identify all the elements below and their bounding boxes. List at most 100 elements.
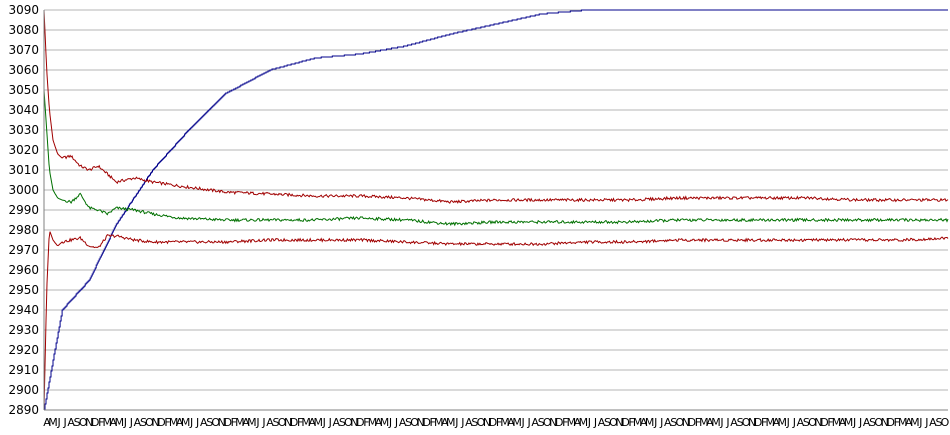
x-tick-label: F [496, 416, 502, 429]
x-tick-label: J [719, 416, 723, 429]
x-tick-label: N [218, 416, 226, 429]
x-tick-label: A [375, 416, 383, 429]
x-tick-label: A [929, 416, 937, 429]
x-tick-label: S [935, 416, 942, 429]
x-tick-label: N [483, 416, 491, 429]
x-tick-label: J [388, 416, 392, 429]
x-tick-label: A [664, 416, 672, 429]
x-tick-label: O [211, 416, 220, 429]
x-tick-label: M [579, 416, 589, 429]
y-tick-label: 3050 [8, 83, 39, 97]
x-tick-label: F [562, 416, 568, 429]
x-tick-label: A [706, 416, 714, 429]
x-tick-label: M [778, 416, 788, 429]
x-tick-label: O [609, 416, 618, 429]
y-tick-label: 3000 [8, 183, 39, 197]
x-tick-label: N [549, 416, 557, 429]
x-tick-label: O [79, 416, 88, 429]
y-tick-label: 2900 [8, 383, 39, 397]
y-axis-tick-labels: 3090 3080 3070 3060 3050 3040 3030 3020 3010 3000… [8, 3, 39, 417]
x-tick-label: S [206, 416, 213, 429]
x-tick-label: J [852, 416, 856, 429]
x-tick-label: A [772, 416, 780, 429]
x-tick-label: J [195, 416, 199, 429]
y-tick-label: 3020 [8, 143, 39, 157]
x-tick-label: M [313, 416, 323, 429]
x-tick-label: J [653, 416, 657, 429]
x-tick-label: A [110, 416, 118, 429]
x-tick-label: A [730, 416, 738, 429]
x-tick-label: S [273, 416, 280, 429]
x-tick-label: J [527, 416, 531, 429]
y-tick-label: 3080 [8, 23, 39, 37]
x-tick-label: M [169, 416, 179, 429]
x-tick-label: J [918, 416, 922, 429]
x-tick-label: A [333, 416, 341, 429]
y-tick-label: 2940 [8, 303, 39, 317]
x-tick-label: J [520, 416, 524, 429]
x-tick-label: M [633, 416, 643, 429]
x-tick-label: S [869, 416, 876, 429]
x-tick-label: D [688, 416, 696, 429]
x-tick-label: A [266, 416, 274, 429]
x-tick-label: A [574, 416, 582, 429]
x-tick-label: J [261, 416, 265, 429]
x-tick-label: M [247, 416, 257, 429]
x-tick-label: O [543, 416, 552, 429]
x-tick-label: A [441, 416, 449, 429]
x-tick-label: M [181, 416, 191, 429]
x-tick-label: A [905, 416, 913, 429]
x-tick-label: D [91, 416, 99, 429]
x-tick-label: O [808, 416, 817, 429]
x-tick-label: O [145, 416, 154, 429]
x-tick-label: N [151, 416, 159, 429]
x-tick-label: J [587, 416, 591, 429]
x-tick-label: J [460, 416, 464, 429]
x-tick-label: D [555, 416, 563, 429]
x-tick-label: J [786, 416, 790, 429]
x-tick-label: F [894, 416, 900, 429]
x-tick-label: S [471, 416, 478, 429]
x-tick-label: J [255, 416, 259, 429]
x-tick-label: F [363, 416, 369, 429]
x-tick-label: D [224, 416, 232, 429]
y-tick-label: 3010 [8, 163, 39, 177]
x-tick-label: A [839, 416, 847, 429]
x-tick-label: J [659, 416, 663, 429]
x-tick-label: D [820, 416, 828, 429]
x-tick-label: A [43, 416, 51, 429]
x-tick-label: M [368, 416, 378, 429]
x-tick-label: J [725, 416, 729, 429]
x-tick-label: D [157, 416, 165, 429]
x-tick-label: S [74, 416, 81, 429]
y-tick-label: 2980 [8, 223, 39, 237]
x-tick-label: J [924, 416, 928, 429]
x-tick-label: M [48, 416, 58, 429]
x-tick-label: M [832, 416, 842, 429]
x-tick-label: M [567, 416, 577, 429]
x-tick-label: A [176, 416, 184, 429]
y-tick-label: 3040 [8, 103, 39, 117]
x-tick-label: N [284, 416, 292, 429]
x-tick-label: O [675, 416, 684, 429]
x-tick-label: A [308, 416, 316, 429]
x-tick-label: S [670, 416, 677, 429]
x-tick-label: N [682, 416, 690, 429]
x-tick-label: M [500, 416, 510, 429]
y-tick-label: 2960 [8, 263, 39, 277]
x-tick-label: O [477, 416, 486, 429]
x-tick-label: M [103, 416, 113, 429]
x-tick-label: A [134, 416, 142, 429]
x-tick-label: O [410, 416, 419, 429]
x-tick-label: J [123, 416, 127, 429]
y-tick-label: 3090 [8, 3, 39, 17]
x-tick-label: A [67, 416, 75, 429]
x-tick-label: J [593, 416, 597, 429]
x-tick-label: D [621, 416, 629, 429]
x-tick-label: J [62, 416, 66, 429]
x-tick-label: A [465, 416, 473, 429]
x-tick-label: J [454, 416, 458, 429]
x-tick-label: S [803, 416, 810, 429]
x-tick-label: O [344, 416, 353, 429]
